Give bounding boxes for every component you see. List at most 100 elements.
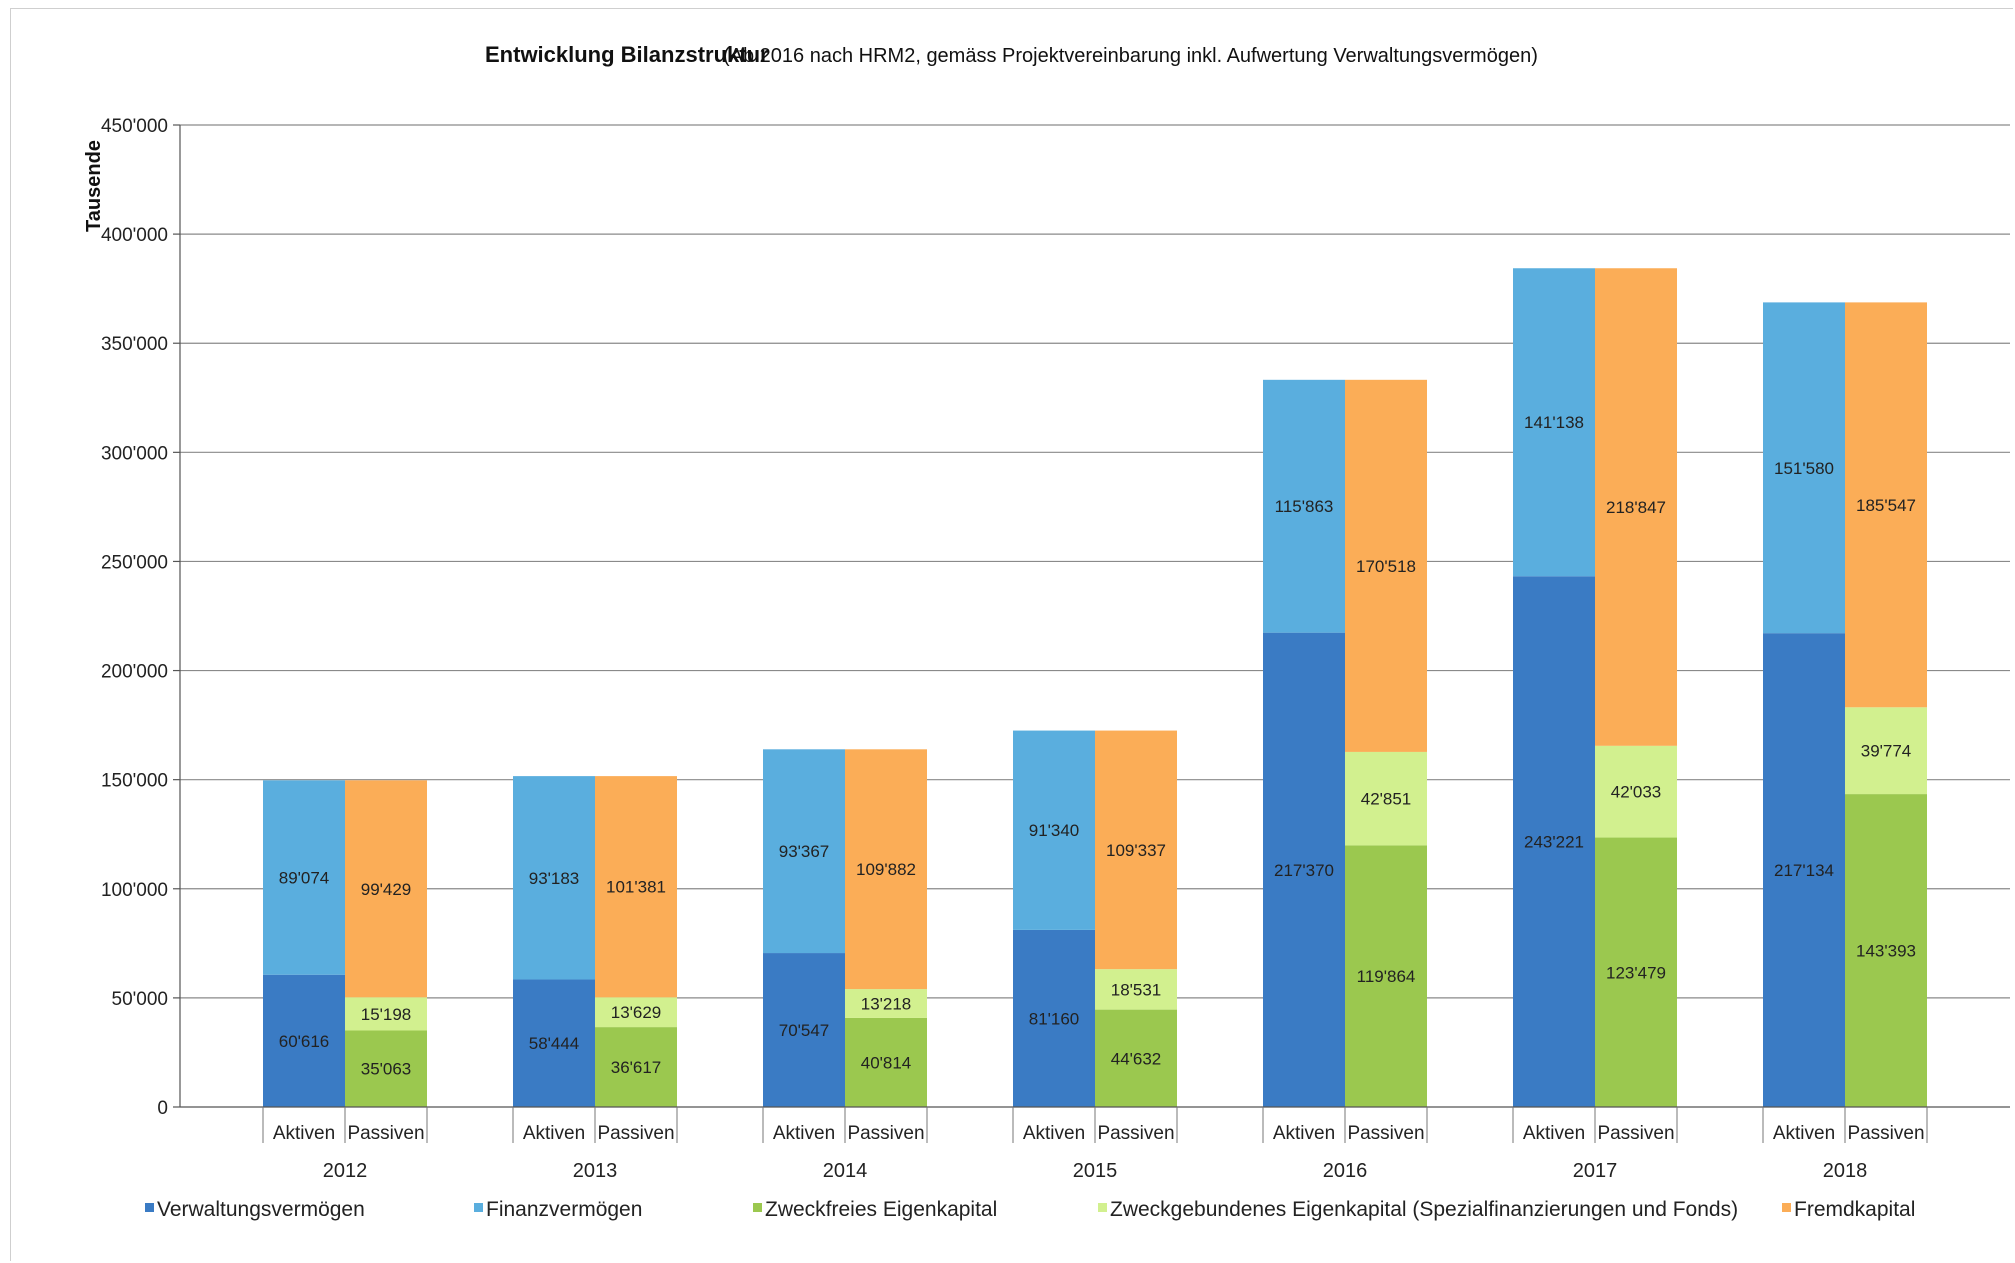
- data-label: 60'616: [279, 1032, 330, 1051]
- category-label: Aktiven: [1273, 1123, 1335, 1144]
- year-label: 2013: [573, 1160, 618, 1182]
- data-label: 93'183: [529, 869, 580, 888]
- bar-segment: [763, 953, 845, 1107]
- y-tick-label: 300'000: [101, 443, 168, 464]
- data-label: 119'864: [1357, 967, 1416, 986]
- data-label: 91'340: [1029, 821, 1080, 840]
- y-tick-label: 100'000: [101, 880, 168, 901]
- data-label: 143'393: [1856, 942, 1916, 961]
- y-tick-label: 400'000: [101, 225, 168, 246]
- category-label: Passiven: [1597, 1123, 1674, 1144]
- legend-entry: Finanzvermögen: [486, 1198, 642, 1221]
- bar-segment: [1845, 794, 1927, 1107]
- data-label: 99'429: [361, 880, 412, 899]
- category-label: Passiven: [1347, 1123, 1424, 1144]
- bar-segment: [263, 780, 345, 975]
- legend: Verwaltungsvermögen Finanzvermögen Zweckfr…: [145, 1198, 1915, 1221]
- bar-segment: [595, 997, 677, 1028]
- data-label: 81'160: [1029, 1009, 1080, 1028]
- data-label: 89'074: [279, 869, 330, 888]
- legend-marker: [753, 1203, 762, 1212]
- data-label: 15'198: [361, 1005, 412, 1024]
- axes: 0 50'000 100'000 150'000 200'000 250'000 300'0…: [101, 116, 2010, 1182]
- bar-segment: [595, 776, 677, 998]
- bar-segment: [1845, 707, 1927, 795]
- legend-entry: Fremdkapital: [1794, 1198, 1915, 1221]
- y-tick-label: 450'000: [101, 116, 168, 137]
- bar-segment: [1345, 379, 1427, 752]
- chart-frame: [10, 8, 2013, 1261]
- bar-segment: [1595, 268, 1677, 746]
- data-label: 115'863: [1275, 497, 1334, 516]
- data-label: 141'138: [1524, 413, 1584, 432]
- bar-segment: [1095, 969, 1177, 1010]
- category-label: Passiven: [597, 1123, 674, 1144]
- legend-entry: Zweckfreies Eigenkapital: [765, 1198, 997, 1221]
- year-label: 2015: [1073, 1160, 1118, 1182]
- legend-marker: [1782, 1203, 1791, 1212]
- chart-subtitle: (Ab 2016 nach HRM2, gemäss Projektverein…: [723, 45, 1538, 67]
- category-label: Passiven: [1847, 1123, 1924, 1144]
- y-tick-label: 150'000: [101, 771, 168, 792]
- data-label: 13'629: [611, 1003, 662, 1022]
- bar-segment: [1513, 268, 1595, 577]
- year-label: 2012: [323, 1160, 368, 1182]
- data-label: 185'547: [1856, 496, 1916, 515]
- bar-segment: [845, 1017, 927, 1107]
- category-label: Passiven: [347, 1123, 424, 1144]
- bar-segment: [845, 989, 927, 1018]
- bar-segment: [1095, 1009, 1177, 1107]
- y-tick-label: 0: [157, 1098, 168, 1119]
- category-label: Passiven: [1097, 1123, 1174, 1144]
- data-label: 217'370: [1274, 861, 1334, 880]
- category-label: Aktiven: [523, 1123, 585, 1144]
- year-label: 2016: [1323, 1160, 1368, 1182]
- bar-segment: [763, 749, 845, 954]
- legend-marker: [1098, 1203, 1107, 1212]
- bar-segment: [1513, 576, 1595, 1107]
- bar-segment: [845, 749, 927, 990]
- category-label: Aktiven: [773, 1123, 835, 1144]
- data-label: 35'063: [361, 1060, 412, 1079]
- data-label: 18'531: [1111, 980, 1162, 999]
- category-label: Aktiven: [1773, 1123, 1835, 1144]
- legend-marker: [474, 1203, 483, 1212]
- bar-segment: [513, 979, 595, 1107]
- y-tick-label: 200'000: [101, 662, 168, 683]
- data-label: 13'218: [861, 995, 912, 1014]
- year-label: 2018: [1823, 1160, 1868, 1182]
- y-tick-label: 350'000: [101, 334, 168, 355]
- legend-entry: Verwaltungsvermögen: [157, 1198, 365, 1221]
- bar-segment: [345, 780, 427, 998]
- data-label: 101'381: [606, 878, 666, 897]
- bar-segment: [1345, 845, 1427, 1107]
- y-tick-label: 250'000: [101, 552, 168, 573]
- y-tick-label: 50'000: [112, 989, 168, 1010]
- bar-segment: [345, 997, 427, 1031]
- data-label: 70'547: [779, 1021, 830, 1040]
- legend-marker: [145, 1203, 154, 1212]
- bars: 60'616 89'074 35'063 15'198 99'429 58'444 93'1…: [263, 268, 1927, 1107]
- data-label: 36'617: [611, 1058, 662, 1077]
- data-label: 243'221: [1524, 833, 1584, 852]
- data-label: 93'367: [779, 842, 830, 861]
- data-label: 109'337: [1106, 841, 1166, 860]
- y-axis-label: Tausende: [83, 140, 105, 232]
- data-label: 109'882: [856, 860, 916, 879]
- bar-segment: [1263, 632, 1345, 1107]
- bar-segment: [1763, 633, 1845, 1107]
- data-label: 42'033: [1611, 783, 1662, 802]
- year-label: 2014: [823, 1160, 868, 1182]
- category-label: Aktiven: [1023, 1123, 1085, 1144]
- category-label: Aktiven: [273, 1123, 335, 1144]
- data-label: 217'134: [1774, 861, 1834, 880]
- data-label: 58'444: [529, 1034, 580, 1053]
- data-label: 40'814: [861, 1053, 912, 1072]
- data-label: 170'518: [1356, 557, 1416, 576]
- data-label: 151'580: [1774, 459, 1834, 478]
- bar-segment: [1845, 302, 1927, 708]
- legend-entry: Zweckgebundenes Eigenkapital (Spezialfin…: [1110, 1198, 1738, 1221]
- data-label: 123'479: [1606, 963, 1666, 982]
- bar-segment: [1763, 302, 1845, 634]
